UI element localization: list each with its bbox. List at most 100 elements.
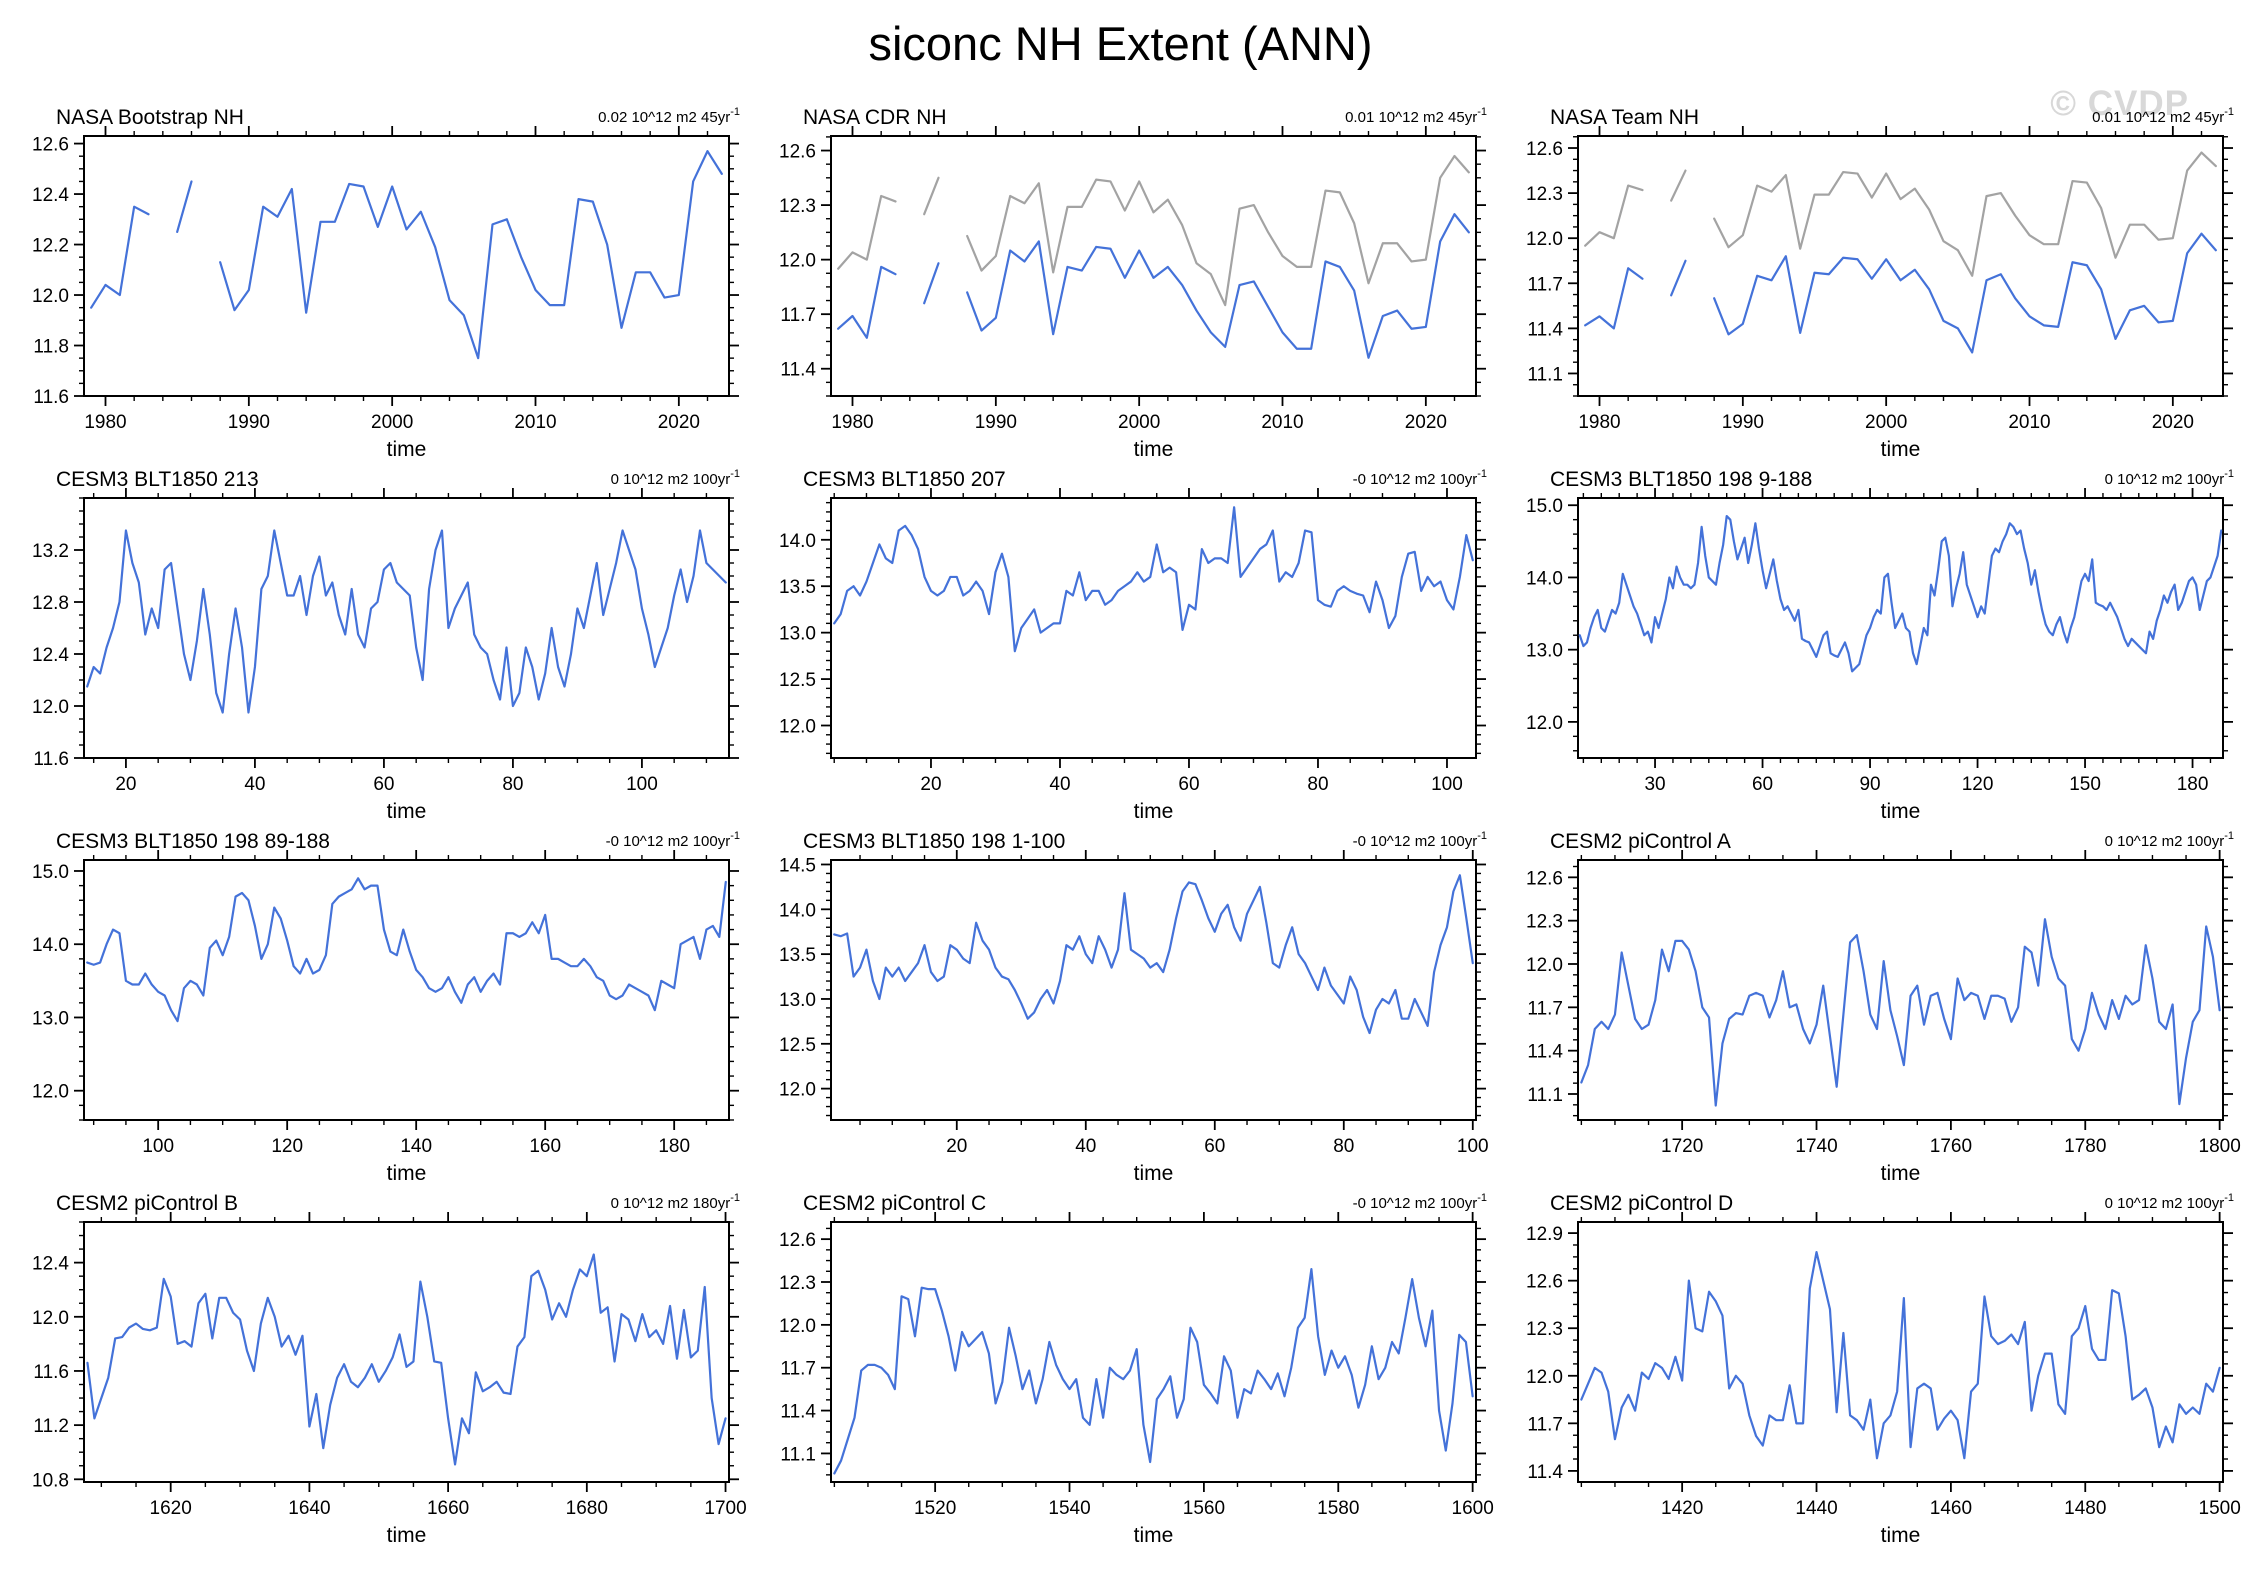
panel-title: CESM2 piControl C bbox=[803, 1192, 986, 1215]
x-tick-label: 1540 bbox=[1048, 1498, 1090, 1519]
axis-ticks bbox=[821, 1212, 1486, 1492]
plot-area-cesm3-blt1850-198-89-188: CESM3 BLT1850 198 89-188 -0 10^12 m2 100y… bbox=[32, 830, 740, 1185]
axis-ticks bbox=[1568, 850, 2233, 1130]
y-tick-label: 14.0 bbox=[779, 900, 816, 921]
x-tick-label: 2010 bbox=[514, 412, 556, 433]
x-tick-label: 20 bbox=[946, 1136, 967, 1157]
x-tick-label: 1990 bbox=[975, 412, 1017, 433]
y-tick-label: 11.6 bbox=[33, 749, 69, 770]
y-tick-label: 12.0 bbox=[779, 251, 816, 272]
plot-area-cesm2-picontrol-b: CESM2 piControl B 0 10^12 m2 180yr-1 1620 1… bbox=[32, 1192, 747, 1547]
plot-box bbox=[83, 1221, 730, 1483]
y-tick-label: 11.6 bbox=[33, 387, 69, 408]
y-tick-label: 11.4 bbox=[1527, 319, 1563, 340]
axis-ticks bbox=[1568, 488, 2233, 768]
panel-cesm2-picontrol-a: CESM2 piControl A 0 10^12 m2 100yr-1 1720 1… bbox=[1494, 820, 2241, 1185]
x-tick-label: 1740 bbox=[1795, 1136, 1837, 1157]
x-tick-label: 1500 bbox=[2199, 1498, 2241, 1519]
x-tick-label: 120 bbox=[1962, 774, 1994, 795]
y-tick-label: 13.2 bbox=[32, 541, 69, 562]
panel-title: CESM2 piControl A bbox=[1550, 830, 1731, 853]
x-tick-label: 2020 bbox=[1405, 412, 1447, 433]
series-line-nasa-bootstrap-nh bbox=[90, 205, 150, 309]
trend-annotation: -0 10^12 m2 100yr-1 bbox=[606, 830, 740, 850]
y-tick-label: 12.6 bbox=[779, 1230, 816, 1251]
x-tick-label: 1800 bbox=[2199, 1136, 2241, 1157]
x-tick-label: 1660 bbox=[427, 1498, 469, 1519]
x-tick-label: 1980 bbox=[831, 412, 873, 433]
figure-title: siconc NH Extent (ANN) bbox=[868, 17, 1373, 70]
x-axis-label: time bbox=[387, 1524, 427, 1544]
x-tick-label: 2010 bbox=[2008, 412, 2050, 433]
panel-title: CESM2 piControl B bbox=[56, 1192, 238, 1215]
x-axis-label: time bbox=[387, 800, 427, 820]
panel-cesm2-picontrol-d: CESM2 piControl D 0 10^12 m2 100yr-1 1420 1… bbox=[1494, 1182, 2241, 1547]
x-tick-label: 30 bbox=[1644, 774, 1665, 795]
y-tick-label: 12.2 bbox=[32, 236, 69, 257]
trend-annotation: 0 10^12 m2 100yr-1 bbox=[611, 468, 740, 488]
plot-box bbox=[1577, 497, 2224, 759]
y-tick-label: 13.0 bbox=[32, 1008, 69, 1029]
x-axis-label: time bbox=[1134, 800, 1174, 820]
panel-title: CESM3 BLT1850 198 9-188 bbox=[1550, 468, 1812, 491]
plot-box bbox=[830, 859, 1477, 1121]
x-tick-label: 1980 bbox=[1578, 412, 1620, 433]
x-tick-label: 1720 bbox=[1661, 1136, 1703, 1157]
x-tick-label: 1600 bbox=[1452, 1498, 1494, 1519]
y-tick-label: 10.8 bbox=[32, 1470, 69, 1491]
x-tick-label: 120 bbox=[271, 1136, 303, 1157]
x-tick-label: 100 bbox=[1457, 1136, 1489, 1157]
y-tick-label: 11.4 bbox=[780, 1402, 816, 1423]
x-tick-label: 2020 bbox=[2152, 412, 2194, 433]
panel-cesm3-blt1850-198-89-188: CESM3 BLT1850 198 89-188 -0 10^12 m2 100y… bbox=[0, 820, 747, 1185]
axis-ticks bbox=[821, 126, 1486, 406]
y-tick-label: 12.6 bbox=[1526, 1272, 1563, 1293]
panel-cesm3-blt1850-207: CESM3 BLT1850 207 -0 10^12 m2 100yr-1 20 40… bbox=[747, 458, 1494, 823]
series-line-nasa-team-nh bbox=[1670, 259, 1687, 297]
y-tick-label: 12.9 bbox=[1526, 1224, 1563, 1245]
y-tick-label: 12.0 bbox=[779, 1316, 816, 1337]
x-axis-label: time bbox=[1881, 1524, 1921, 1544]
x-tick-label: 1700 bbox=[704, 1498, 746, 1519]
series-line-nasa-bootstrap-nh bbox=[176, 180, 193, 234]
y-tick-label: 12.0 bbox=[1526, 1367, 1563, 1388]
x-tick-label: 180 bbox=[2177, 774, 2209, 795]
x-tick-label: 1760 bbox=[1930, 1136, 1972, 1157]
series-line-nasa-team-nh bbox=[1713, 232, 2217, 354]
series-line-cesm2-picontrol-a bbox=[1580, 918, 2221, 1107]
y-tick-label: 11.6 bbox=[33, 1362, 69, 1383]
panel-cesm2-picontrol-b: CESM2 piControl B 0 10^12 m2 180yr-1 1620 1… bbox=[0, 1182, 747, 1547]
plot-box bbox=[83, 497, 730, 759]
x-tick-label: 40 bbox=[1049, 774, 1070, 795]
y-tick-label: 11.7 bbox=[780, 1359, 816, 1380]
x-axis-label: time bbox=[387, 438, 427, 458]
x-tick-label: 1480 bbox=[2064, 1498, 2106, 1519]
trend-annotation: 0 10^12 m2 100yr-1 bbox=[2105, 830, 2234, 850]
y-tick-label: 11.7 bbox=[780, 305, 816, 326]
axis-ticks bbox=[74, 126, 739, 406]
x-tick-label: 60 bbox=[1204, 1136, 1225, 1157]
x-tick-label: 90 bbox=[1859, 774, 1880, 795]
y-tick-label: 12.6 bbox=[1526, 868, 1563, 889]
panel-title: CESM2 piControl D bbox=[1550, 1192, 1733, 1215]
panels-grid: NASA Bootstrap NH 0.02 10^12 m2 45yr-1 198… bbox=[0, 96, 2241, 1547]
y-tick-label: 12.3 bbox=[1526, 912, 1563, 933]
x-tick-label: 1420 bbox=[1661, 1498, 1703, 1519]
plot-area-cesm2-picontrol-c: CESM2 piControl C -0 10^12 m2 100yr-1 1520… bbox=[779, 1192, 1494, 1547]
x-tick-label: 60 bbox=[1178, 774, 1199, 795]
y-tick-label: 11.7 bbox=[1527, 274, 1563, 295]
panel-title: NASA Team NH bbox=[1550, 106, 1699, 129]
plot-box bbox=[1577, 1221, 2224, 1483]
y-tick-label: 12.0 bbox=[32, 1082, 69, 1103]
y-tick-label: 11.7 bbox=[1527, 998, 1563, 1019]
panel-title: CESM3 BLT1850 207 bbox=[803, 468, 1006, 491]
cvdp-watermark: © CVDP bbox=[2050, 84, 2189, 123]
y-tick-label: 12.3 bbox=[779, 1273, 816, 1294]
y-tick-label: 13.5 bbox=[779, 577, 816, 598]
x-tick-label: 160 bbox=[529, 1136, 561, 1157]
plot-area-cesm3-blt1850-213: CESM3 BLT1850 213 0 10^12 m2 100yr-1 20 40 6… bbox=[32, 468, 740, 823]
series-line-nasa-bootstrap-nh-reference bbox=[837, 194, 897, 270]
x-tick-label: 1990 bbox=[228, 412, 270, 433]
plot-box bbox=[830, 1221, 1477, 1483]
y-tick-label: 12.0 bbox=[1526, 229, 1563, 250]
